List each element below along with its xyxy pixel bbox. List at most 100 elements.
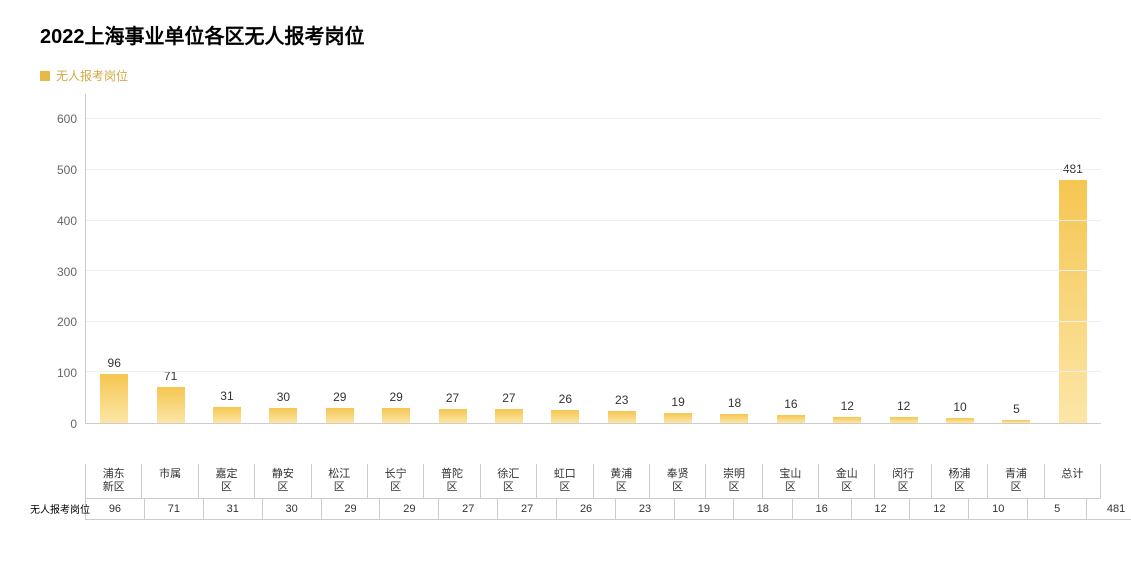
legend-swatch xyxy=(40,71,50,81)
bar-wrap: 27 xyxy=(424,94,480,423)
chart-container: 2022上海事业单位各区无人报考岗位 无人报考岗位 01002003004005… xyxy=(0,0,1131,562)
gridline xyxy=(86,270,1101,271)
table-row-header: 无人报考岗位 xyxy=(28,496,83,520)
x-axis-category-label: 市属 xyxy=(142,464,198,498)
x-axis-category-label: 金山区 xyxy=(819,464,875,498)
bar-wrap: 29 xyxy=(312,94,368,423)
bar-wrap: 29 xyxy=(368,94,424,423)
bar xyxy=(157,387,185,423)
bar-value-label: 23 xyxy=(615,393,628,407)
bar xyxy=(833,417,861,423)
bar-wrap: 26 xyxy=(537,94,593,423)
bar xyxy=(664,413,692,423)
bar xyxy=(269,408,297,423)
bar xyxy=(326,408,354,423)
bar-wrap: 5 xyxy=(988,94,1044,423)
data-table-cell: 23 xyxy=(616,499,675,520)
bar xyxy=(213,407,241,423)
data-table-cell: 29 xyxy=(322,499,381,520)
bar-value-label: 19 xyxy=(671,395,684,409)
bar-value-label: 12 xyxy=(897,399,910,413)
bar-value-label: 30 xyxy=(277,390,290,404)
x-axis-labels: 浦东新区市属嘉定区静安区松江区长宁区普陀区徐汇区虹口区黄浦区奉贤区崇明区宝山区金… xyxy=(85,464,1101,499)
bar xyxy=(439,409,467,423)
data-table-cell: 5 xyxy=(1028,499,1087,520)
data-table-row: 967131302929272726231918161212105481 xyxy=(85,499,1131,520)
bar-wrap: 481 xyxy=(1045,94,1101,423)
legend: 无人报考岗位 xyxy=(40,67,1101,84)
y-tick-label: 200 xyxy=(57,315,77,329)
bar xyxy=(720,414,748,423)
x-axis-category-label: 普陀区 xyxy=(424,464,480,498)
data-table-cell: 30 xyxy=(263,499,322,520)
y-tick-label: 300 xyxy=(57,265,77,279)
bar-wrap: 12 xyxy=(875,94,931,423)
y-axis: 0100200300400500600 xyxy=(40,94,85,424)
bar-wrap: 71 xyxy=(142,94,198,423)
bar-wrap: 96 xyxy=(86,94,142,423)
x-axis-category-label: 青浦区 xyxy=(988,464,1044,498)
bar-wrap: 18 xyxy=(706,94,762,423)
data-table-cell: 10 xyxy=(969,499,1028,520)
bar-value-label: 18 xyxy=(728,396,741,410)
x-axis-category-label: 奉贤区 xyxy=(650,464,706,498)
x-axis-category-label: 浦东新区 xyxy=(85,464,142,498)
bar-value-label: 27 xyxy=(446,391,459,405)
x-axis-category-label: 长宁区 xyxy=(368,464,424,498)
bar xyxy=(1059,180,1087,423)
gridline xyxy=(86,118,1101,119)
bar xyxy=(551,410,579,423)
x-axis-category-label: 崇明区 xyxy=(706,464,762,498)
data-table-cell: 18 xyxy=(734,499,793,520)
x-axis-category-label: 总计 xyxy=(1045,464,1101,498)
bar-value-label: 29 xyxy=(333,390,346,404)
y-tick-label: 500 xyxy=(57,163,77,177)
bar-value-label: 96 xyxy=(108,356,121,370)
bar-wrap: 27 xyxy=(481,94,537,423)
data-table-cell: 27 xyxy=(498,499,557,520)
data-table-cell: 481 xyxy=(1087,499,1131,520)
bar-value-label: 29 xyxy=(389,390,402,404)
bar-wrap: 23 xyxy=(594,94,650,423)
data-table-cell: 96 xyxy=(85,499,145,520)
gridline xyxy=(86,169,1101,170)
bar-wrap: 31 xyxy=(199,94,255,423)
data-table-cell: 19 xyxy=(675,499,734,520)
gridline xyxy=(86,220,1101,221)
bar xyxy=(495,409,523,423)
bar-value-label: 12 xyxy=(841,399,854,413)
x-axis-category-label: 虹口区 xyxy=(537,464,593,498)
bar-wrap: 16 xyxy=(763,94,819,423)
x-axis-category-label: 静安区 xyxy=(255,464,311,498)
bar-wrap: 19 xyxy=(650,94,706,423)
bars-group: 96 71 31 30 29 29 27 27 26 23 19 18 16 12 12 10 5481 xyxy=(86,94,1101,423)
data-table-cell: 71 xyxy=(145,499,204,520)
x-axis-category-label: 宝山区 xyxy=(763,464,819,498)
x-axis-category-label: 嘉定区 xyxy=(199,464,255,498)
bar-wrap: 30 xyxy=(255,94,311,423)
bar xyxy=(777,415,805,423)
plot-area: 96 71 31 30 29 29 27 27 26 23 19 18 16 12 12 10 5481 xyxy=(85,94,1101,424)
data-table-cell: 27 xyxy=(439,499,498,520)
bar xyxy=(100,374,128,423)
gridline xyxy=(86,321,1101,322)
data-table-cell: 29 xyxy=(380,499,439,520)
data-table-cell: 31 xyxy=(204,499,263,520)
x-axis-category-label: 杨浦区 xyxy=(932,464,988,498)
data-table-cell: 26 xyxy=(557,499,616,520)
y-tick-label: 400 xyxy=(57,214,77,228)
bar-wrap: 12 xyxy=(819,94,875,423)
bar-value-label: 26 xyxy=(559,392,572,406)
bar xyxy=(382,408,410,423)
x-axis-category-label: 黄浦区 xyxy=(594,464,650,498)
bar-value-label: 31 xyxy=(220,389,233,403)
x-axis-category-label: 松江区 xyxy=(312,464,368,498)
legend-label: 无人报考岗位 xyxy=(56,67,128,84)
bar xyxy=(946,418,974,423)
bar-value-label: 10 xyxy=(953,400,966,414)
bar xyxy=(608,411,636,423)
y-tick-label: 100 xyxy=(57,366,77,380)
data-table-cell: 12 xyxy=(852,499,911,520)
chart-area: 0100200300400500600 96713130292927272623… xyxy=(40,94,1101,464)
gridline xyxy=(86,371,1101,372)
